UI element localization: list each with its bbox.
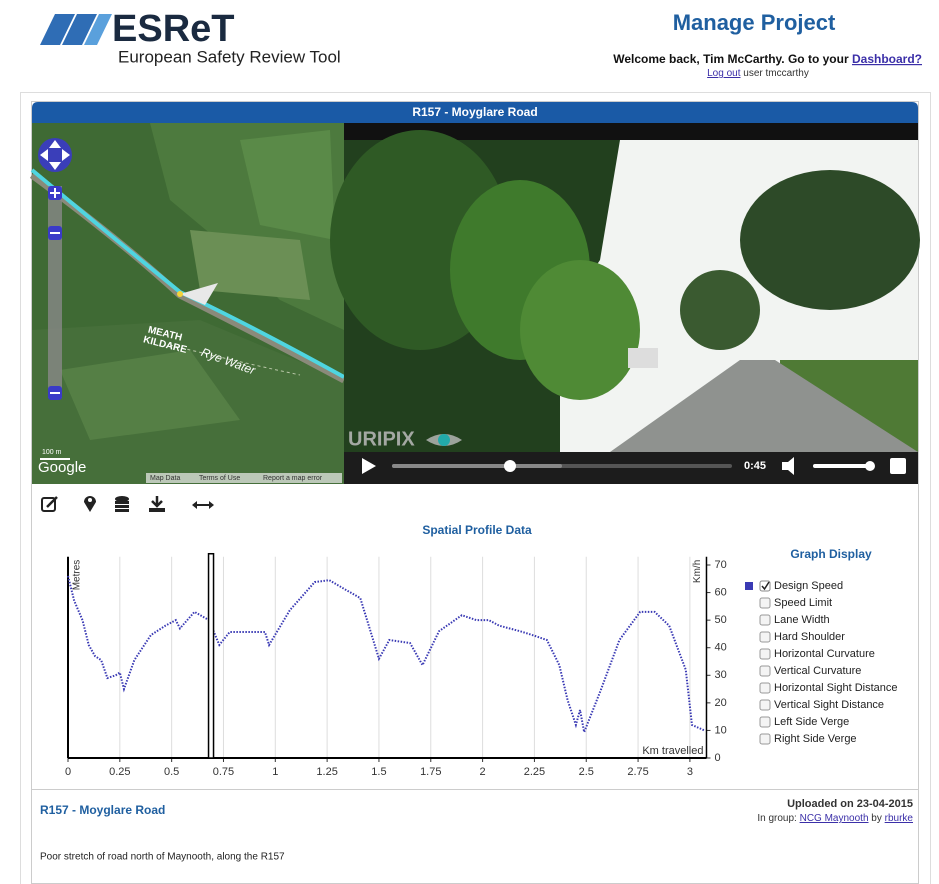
welcome-text: Welcome back, Tim McCarthy. Go to your: [613, 52, 849, 66]
map-footer[interactable]: Map Data: [150, 475, 180, 482]
user-name: user tmccarthy: [743, 68, 809, 79]
legend-label: Horizontal Sight Distance: [774, 682, 898, 694]
x-axis-label: Km travelled: [642, 745, 703, 757]
legend-checkbox[interactable]: [760, 683, 770, 693]
x-tick-label: 0.5: [164, 766, 179, 778]
legend-title: Graph Display: [790, 547, 872, 561]
position-cursor: [209, 554, 214, 758]
plot-area: [68, 557, 706, 758]
page: { "header": { "logo": "ESReT", "subtitle…: [0, 0, 939, 884]
x-tick-label: 2.75: [627, 766, 648, 778]
logo-icon: [40, 14, 112, 45]
x-tick-label: 1.25: [316, 766, 337, 778]
legend-label: Lane Width: [774, 614, 830, 626]
legend-checkbox[interactable]: [760, 615, 770, 625]
video: [330, 123, 920, 484]
legend-label: Design Speed: [774, 580, 843, 592]
legend-checkbox[interactable]: [760, 734, 770, 744]
legend-label: Vertical Sight Distance: [774, 699, 884, 711]
description: Poor stretch of road north of Maynooth, …: [40, 852, 285, 863]
group-link[interactable]: NCG Maynooth: [800, 813, 869, 824]
legend-checkbox[interactable]: [760, 649, 770, 659]
upload-date: Uploaded on 23-04-2015: [787, 798, 913, 810]
group-line: In group: NCG Maynooth by rburke: [757, 813, 913, 824]
legend-label: Speed Limit: [774, 597, 832, 609]
x-tick-label: 0: [65, 766, 71, 778]
page-title: Manage Project: [673, 10, 836, 35]
legend-swatch: [745, 582, 753, 590]
welcome: Welcome back, Tim McCarthy. Go to your D…: [613, 52, 922, 66]
user-line: Log out user tmccarthy: [707, 68, 809, 79]
y-axis-label: Metres: [72, 560, 83, 591]
y-tick-label: 70: [714, 559, 726, 571]
legend-label: Hard Shoulder: [774, 631, 845, 643]
legend-label: Left Side Verge: [774, 716, 849, 728]
x-tick-label: 1: [272, 766, 278, 778]
x-tick-label: 2.5: [579, 766, 594, 778]
footer-title: R157 - Moyglare Road: [40, 803, 165, 817]
y-tick-label: 60: [714, 586, 726, 598]
x-tick-label: 1.75: [420, 766, 441, 778]
logo-text: ESReT: [112, 8, 234, 50]
legend-label: Right Side Verge: [774, 733, 857, 745]
legend-checkbox[interactable]: [760, 717, 770, 727]
x-tick-label: 0.25: [109, 766, 130, 778]
y-tick-label: 40: [714, 642, 726, 654]
by: by: [871, 813, 882, 824]
legend-checkbox[interactable]: [760, 700, 770, 710]
x-tick-label: 3: [687, 766, 693, 778]
y2-axis-label: Km/h: [692, 560, 703, 583]
video-watermark: URIPIX: [348, 428, 415, 450]
panel-title: R157 - Moyglare Road: [412, 105, 537, 119]
y-tick-label: 50: [714, 614, 726, 626]
map-brand: Google: [38, 459, 86, 476]
y-tick-label: 0: [714, 752, 720, 764]
x-tick-label: 2.25: [524, 766, 545, 778]
group-prefix: In group:: [757, 813, 796, 824]
owner-link[interactable]: rburke: [885, 813, 914, 824]
y-tick-label: 20: [714, 697, 726, 709]
legend-checkbox[interactable]: [760, 598, 770, 608]
map-scale: 100 m: [42, 449, 62, 456]
video-controls[interactable]: [344, 452, 918, 484]
map-footer[interactable]: Terms of Use: [199, 475, 240, 482]
x-tick-label: 0.75: [213, 766, 234, 778]
logout-link[interactable]: Log out: [707, 68, 741, 79]
chart-title: Spatial Profile Data: [422, 523, 532, 537]
screen: ESReT European Safety Review Tool Manage…: [0, 0, 939, 884]
dashboard-link[interactable]: Dashboard?: [852, 52, 922, 66]
legend-label: Horizontal Curvature: [774, 648, 875, 660]
database-icon[interactable]: [115, 496, 129, 512]
map-footer[interactable]: Report a map error: [263, 475, 323, 482]
logo-subtitle: European Safety Review Tool: [118, 47, 341, 66]
y-tick-label: 10: [714, 724, 726, 736]
x-tick-label: 1.5: [371, 766, 386, 778]
legend-label: Vertical Curvature: [774, 665, 861, 677]
x-tick-label: 2: [480, 766, 486, 778]
map: [32, 123, 344, 484]
legend-checkbox[interactable]: [760, 666, 770, 676]
y-tick-label: 30: [714, 669, 726, 681]
legend-checkbox[interactable]: [760, 632, 770, 642]
